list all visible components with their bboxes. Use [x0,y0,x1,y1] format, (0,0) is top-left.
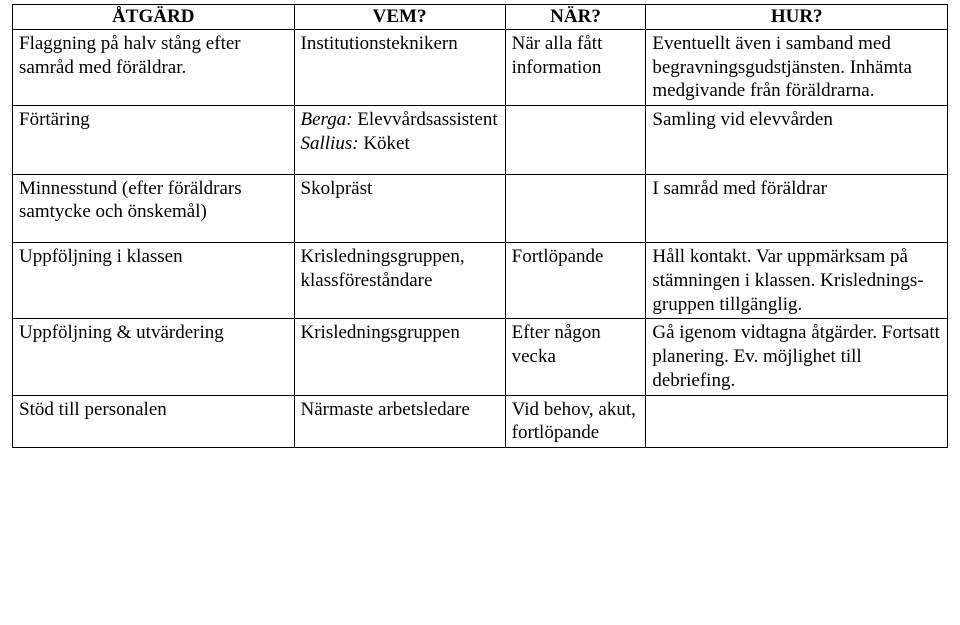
table-row: Minnesstund (efter föräldrars samtycke o… [13,174,948,243]
col-header-hur: HUR? [646,5,948,30]
cell-hur: Håll kontakt. Var upp­märksam på stämnin… [646,243,948,319]
col-header-atgard: ÅTGÄRD [13,5,295,30]
cell-vem-sallius-label: Sallius: [301,133,359,154]
cell-vem: Berga: Elevvårds­assistent Sallius: Köke… [294,106,505,175]
cell-atgard: Flaggning på halv stång efter samråd med… [13,29,295,105]
action-table: ÅTGÄRD VEM? NÄR? HUR? Flaggning på halv … [12,4,948,448]
cell-nar: När alla fått information [505,29,646,105]
cell-atgard: Uppföljning i klassen [13,243,295,319]
cell-hur: Samling vid elevvården [646,106,948,175]
cell-vem: Krisledningsgruppen [294,319,505,395]
table-row: Stöd till personalen Närmaste arbets­led… [13,395,948,448]
cell-atgard: Förtäring [13,106,295,175]
cell-atgard: Uppföljning & utvärdering [13,319,295,395]
cell-vem-sallius-value: Köket [359,133,410,154]
table-row: Flaggning på halv stång efter samråd med… [13,29,948,105]
cell-nar [505,174,646,243]
table-row: Förtäring Berga: Elevvårds­assistent Sal… [13,106,948,175]
col-header-nar: NÄR? [505,5,646,30]
cell-hur [646,395,948,448]
cell-vem-berga-label: Berga: [301,109,353,130]
cell-vem: Skolpräst [294,174,505,243]
cell-nar [505,106,646,175]
table-row: Uppföljning i klassen Krisledningsgruppe… [13,243,948,319]
cell-nar: Vid behov, akut, fort­löpande [505,395,646,448]
cell-vem: Närmaste arbets­ledare [294,395,505,448]
cell-vem-berga-value: Elevvårds­assistent [353,109,498,130]
table-header-row: ÅTGÄRD VEM? NÄR? HUR? [13,5,948,30]
col-header-vem: VEM? [294,5,505,30]
cell-atgard: Minnesstund (efter föräldrars samtycke o… [13,174,295,243]
cell-hur: Gå igenom vidtagna åtgärder. Fortsatt pl… [646,319,948,395]
table-row: Uppföljning & utvärdering Krisledningsgr… [13,319,948,395]
cell-atgard: Stöd till personalen [13,395,295,448]
cell-hur: Eventuellt även i sam­band med begravnin… [646,29,948,105]
cell-vem: Krisledningsgruppen, klassföreståndare [294,243,505,319]
cell-nar: Efter någon vecka [505,319,646,395]
cell-vem: Institutionsteknikern [294,29,505,105]
cell-nar: Fortlöpande [505,243,646,319]
cell-hur: I samråd med föräldrar [646,174,948,243]
